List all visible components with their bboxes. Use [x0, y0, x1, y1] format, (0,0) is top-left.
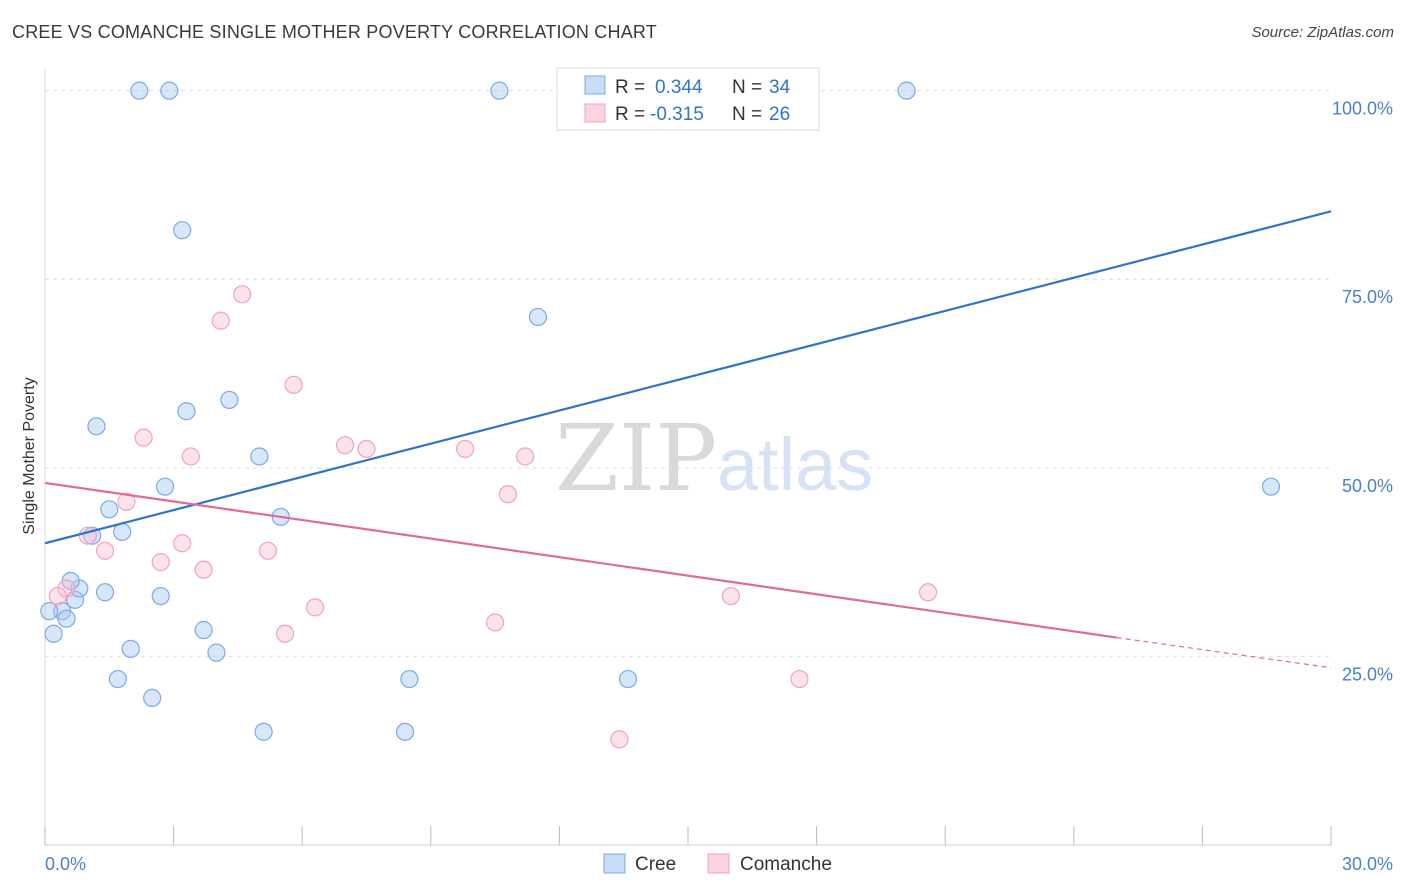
legend-comanche-n-value: 26	[769, 104, 790, 125]
legend-cree-r-label: R =	[615, 77, 645, 98]
legend-cree-r-value: 0.344	[655, 77, 703, 98]
point-comanche	[335, 436, 355, 455]
point-comanche	[498, 485, 518, 504]
point-comanche	[173, 534, 192, 553]
point-cree	[220, 390, 239, 410]
legend-cree-n-value: 34	[769, 77, 791, 98]
watermark-atlas: atlas	[717, 423, 873, 506]
gridlines	[45, 90, 1331, 657]
y-tick-label: 25.0%	[1342, 664, 1393, 684]
y-tick-label: 50.0%	[1342, 476, 1393, 496]
point-cree	[897, 81, 916, 100]
point-cree	[173, 221, 192, 240]
watermark-zip: ZIP	[555, 405, 717, 512]
stats-legend: R = 0.344 N = 34 R = -0.315 N = 26	[556, 67, 820, 131]
point-comanche	[95, 541, 115, 560]
point-comanche	[610, 730, 629, 749]
point-comanche	[284, 375, 303, 394]
point-comanche	[233, 285, 252, 304]
point-cree	[95, 583, 115, 602]
point-cree	[40, 602, 59, 621]
legend-cree-n-label: N =	[732, 77, 762, 98]
point-cree	[44, 624, 63, 643]
series-legend: Cree Comanche	[603, 853, 832, 875]
point-comanche	[275, 624, 295, 643]
legend-comanche-n-label: N =	[732, 104, 762, 125]
point-comanche	[211, 311, 230, 330]
point-cree	[254, 722, 273, 741]
point-cree	[490, 81, 509, 100]
point-cree	[130, 81, 149, 100]
bottom-legend-swatch-cree	[603, 853, 626, 874]
point-cree	[194, 620, 213, 640]
point-cree	[151, 586, 170, 606]
point-comanche	[134, 428, 153, 447]
point-cree	[177, 402, 196, 421]
trend-line-extension-comanche	[1116, 636, 1332, 669]
point-comanche	[194, 560, 213, 579]
point-comanche	[486, 613, 505, 632]
point-cree	[395, 722, 415, 741]
point-comanche	[721, 586, 740, 606]
point-cree	[108, 669, 127, 689]
point-comanche	[357, 439, 376, 459]
point-cree	[57, 609, 76, 628]
point-comanche	[151, 553, 170, 572]
chart-title: CREE VS COMANCHE SINGLE MOTHER POVERTY C…	[12, 22, 657, 42]
bottom-legend-label-cree: Cree	[635, 854, 676, 875]
point-comanche	[455, 439, 475, 459]
point-cree	[160, 81, 179, 100]
point-comanche	[258, 541, 278, 560]
point-comanche	[305, 598, 325, 617]
y-tick-label: 100.0%	[1332, 99, 1393, 119]
bottom-legend-swatch-comanche	[707, 853, 730, 874]
point-comanche	[181, 447, 200, 466]
point-cree	[400, 669, 419, 689]
point-cree	[1261, 477, 1281, 496]
point-cree	[87, 417, 106, 436]
point-comanche	[117, 492, 136, 511]
y-tick-label: 75.0%	[1342, 287, 1393, 307]
x-axis-ticks	[44, 826, 1332, 845]
trend-line-comanche	[44, 481, 1117, 639]
x-tick-label-max: 30.0%	[1342, 854, 1393, 874]
chart-source: Source: ZipAtlas.com	[1251, 24, 1394, 41]
point-comanche	[790, 669, 809, 689]
watermark: ZIP atlas	[555, 405, 873, 512]
point-cree	[100, 500, 119, 519]
point-comanche	[48, 586, 67, 606]
legend-swatch-comanche	[584, 103, 606, 123]
legend-comanche-r-label: R =	[615, 104, 645, 125]
point-cree	[528, 307, 548, 327]
point-cree	[618, 669, 638, 689]
y-axis-label: Single Mother Poverty	[21, 377, 38, 534]
point-cree	[143, 688, 162, 707]
point-cree	[250, 447, 269, 466]
bottom-legend-label-comanche: Comanche	[740, 854, 832, 875]
point-cree	[207, 643, 226, 662]
point-comanche	[918, 583, 938, 602]
legend-comanche-r-value: -0.315	[650, 104, 704, 125]
legend-swatch-cree	[584, 75, 606, 95]
point-cree	[155, 477, 175, 496]
y-tick-labels: 25.0% 50.0% 75.0% 100.0%	[1332, 99, 1393, 685]
point-cree	[121, 639, 140, 658]
point-comanche	[516, 447, 535, 466]
trend-lines	[44, 210, 1332, 669]
trend-line-cree	[44, 210, 1332, 545]
x-tick-label-min: 0.0%	[45, 854, 86, 874]
